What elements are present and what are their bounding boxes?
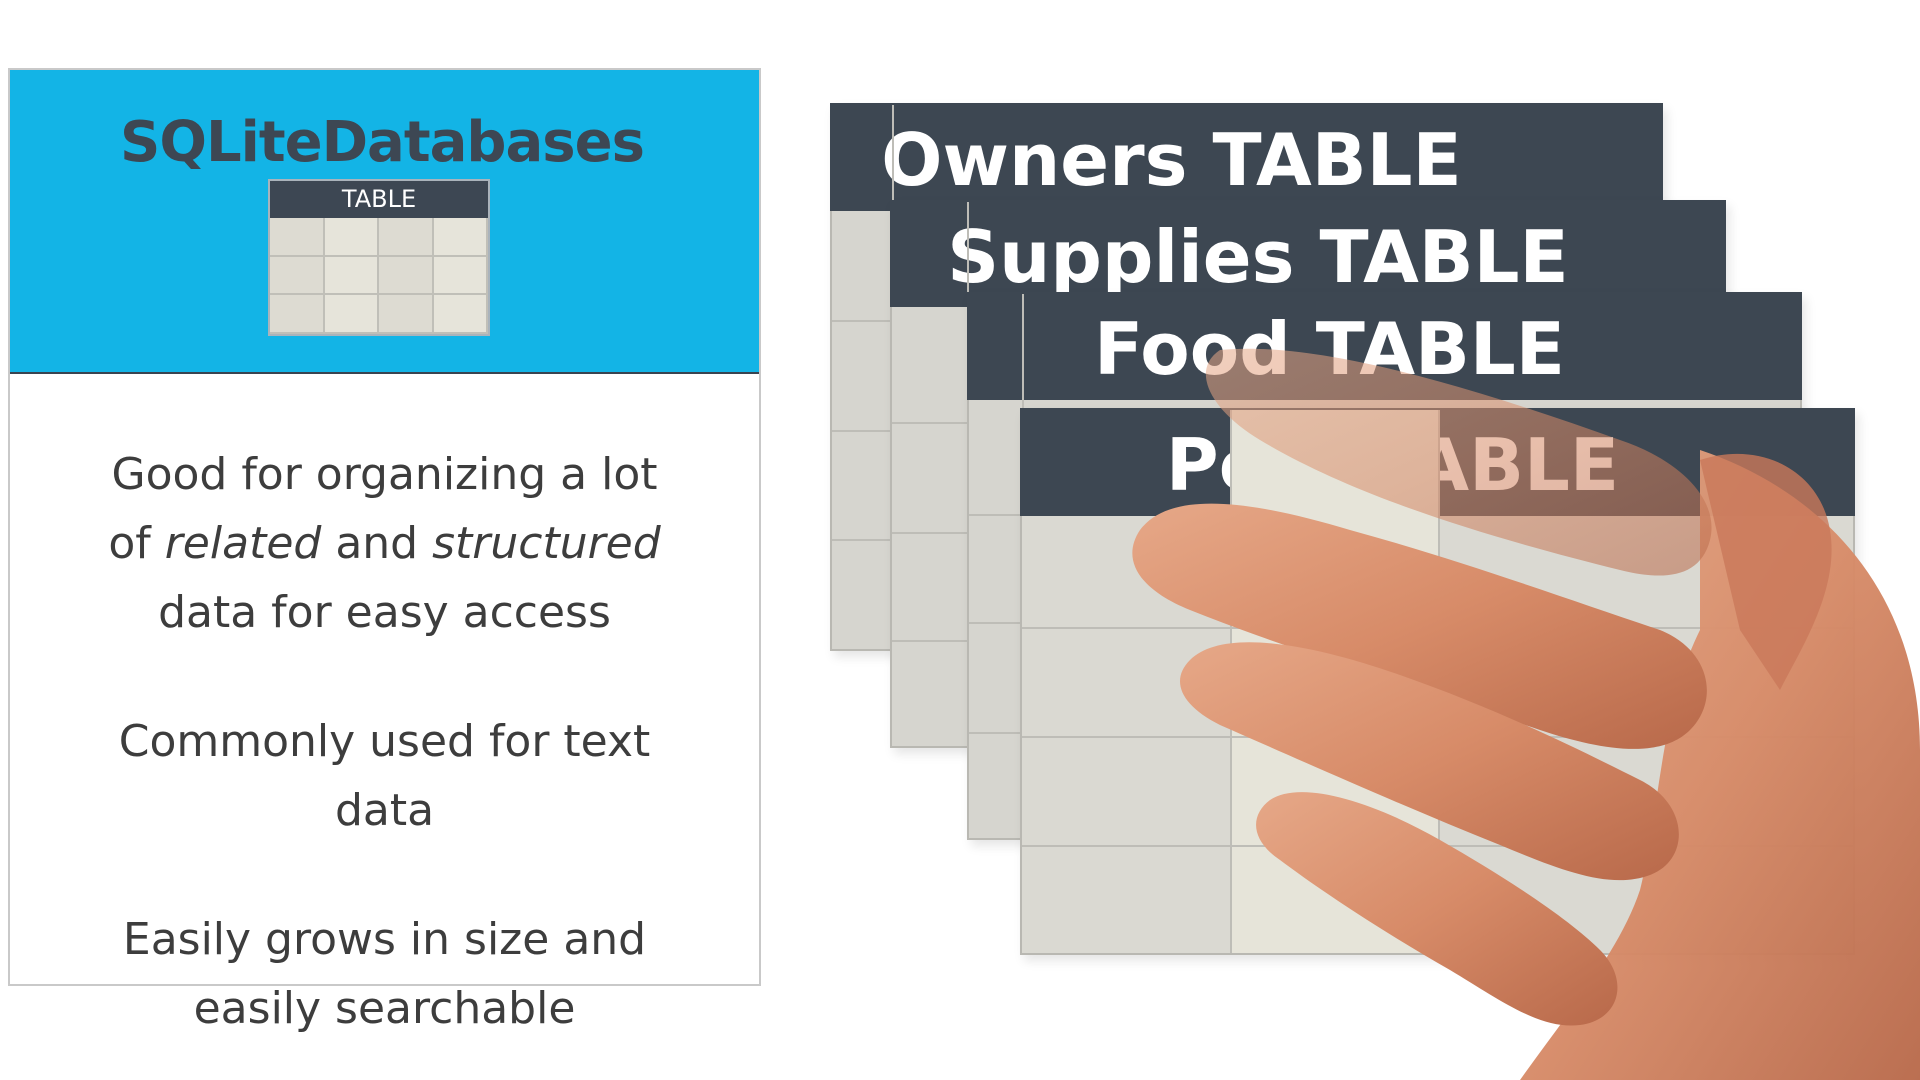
food-table-title: Food TABLE — [967, 292, 1802, 400]
point-text-data-line2: data — [334, 785, 435, 836]
table-icon-grid — [270, 218, 488, 334]
table-icon-label: TABLE — [270, 181, 488, 218]
point-text-data-line1: Commonly used for text — [118, 716, 651, 767]
owners-table-title: Owners TABLE — [830, 103, 1663, 211]
sqlite-info-card: SQLiteDatabases TABLE Good for organizin… — [8, 68, 761, 1034]
card-title: SQLiteDatabases — [120, 110, 645, 175]
point-growth: Easily grows in size and easily searchab… — [10, 905, 759, 1043]
supplies-table-title: Supplies TABLE — [890, 200, 1726, 307]
point-organizing-line3: data for easy access — [158, 587, 611, 638]
point-organizing-line2: of related and structured — [108, 518, 661, 569]
card-header: SQLiteDatabases TABLE — [10, 70, 759, 374]
point-text-data: Commonly used for text data — [10, 707, 759, 845]
point-growth-line1: Easily grows in size and — [122, 914, 647, 965]
table-icon: TABLE — [268, 179, 490, 336]
point-organizing: Good for organizing a lot of related and… — [10, 440, 759, 647]
point-growth-line2: easily searchable — [193, 983, 576, 1034]
pets-table: Pets TABLE — [1020, 408, 1855, 955]
point-organizing-line1: Good for organizing a lot — [111, 449, 658, 500]
